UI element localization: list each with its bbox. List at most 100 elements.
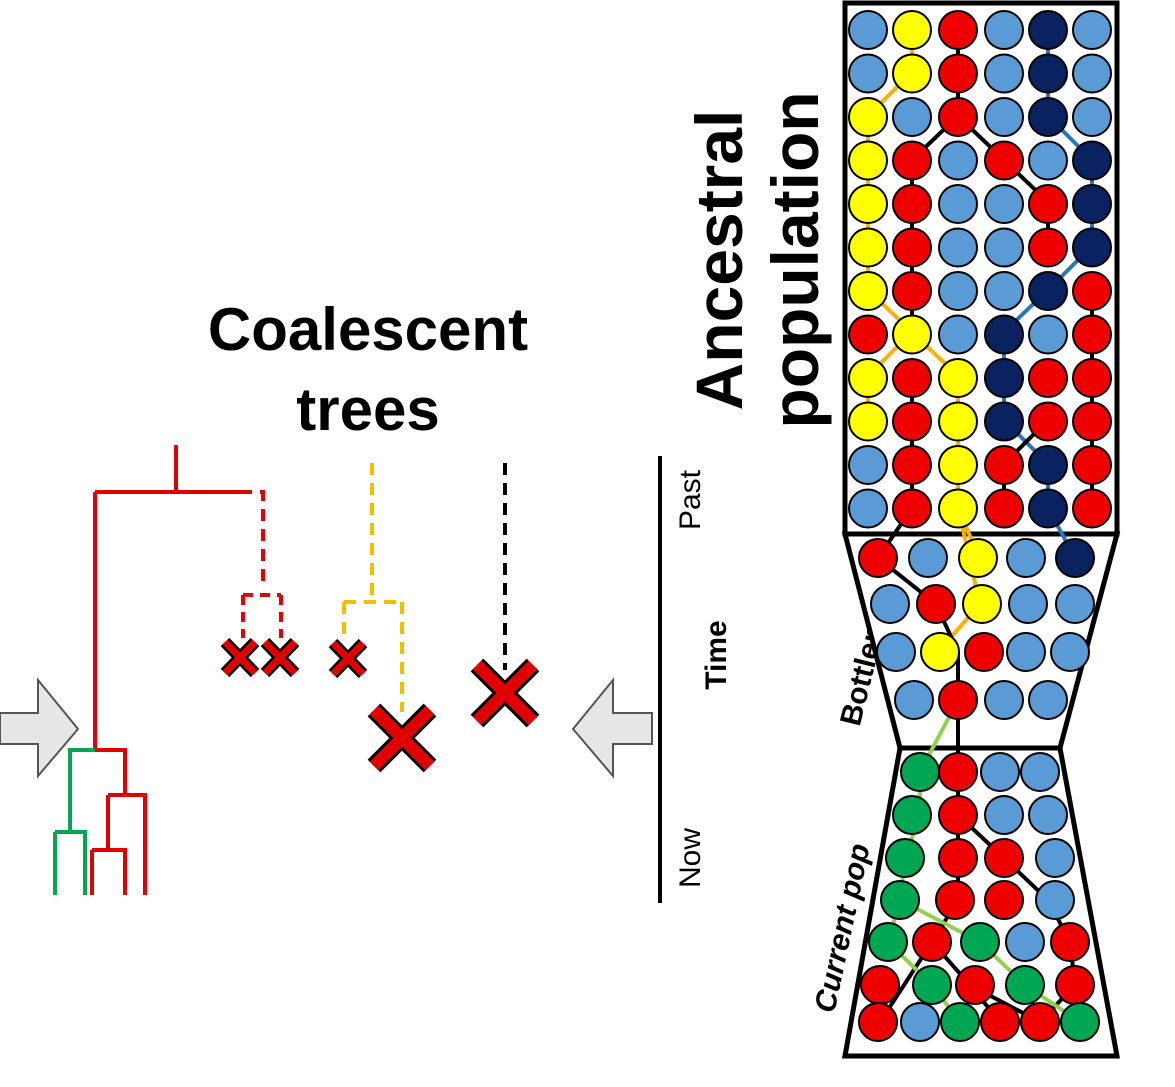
- ancestral-individual-blue-r6c4: [984, 227, 1024, 268]
- current-individual-red-r3c3: [984, 838, 1024, 878]
- current-individual-green-r6c4: [1005, 965, 1045, 1005]
- ancestral-individual-yellow-r1c2: [892, 10, 932, 50]
- extinction-cross-small-1-fill: [222, 639, 258, 676]
- ancestral-individual-red-r9c6: [1072, 358, 1112, 398]
- ancestral-individual-navy-r2c5: [1028, 53, 1068, 94]
- ancestral-individual-yellow-r6c1: [848, 227, 888, 268]
- current-individual-red-r4c3: [984, 880, 1024, 920]
- current-individual-green-r6c2: [912, 965, 952, 1005]
- bottleneck-individual-blue-r4c3: [984, 680, 1024, 720]
- bottleneck-individual-yellow-r2c3: [962, 584, 1002, 624]
- current-individual-green-r7c3: [940, 1002, 980, 1042]
- ancestral-individual-red-r5c5: [1028, 184, 1068, 224]
- bottleneck-individual-blue-r4c1: [894, 680, 934, 720]
- ancestral-individual-red-r7c2: [892, 271, 932, 311]
- ancestral-individual-blue-r7c3: [938, 271, 978, 311]
- ancestral-individual-yellow-r10c1: [848, 401, 888, 442]
- ancestral-individual-red-r9c5: [1028, 358, 1068, 398]
- ancestral-individual-navy-r8c4: [984, 314, 1024, 355]
- ancestral-individual-red-r10c6: [1072, 401, 1112, 442]
- ancestral-individual-red-r7c6: [1072, 271, 1112, 311]
- ancestral-individual-red-r12c2: [892, 488, 932, 529]
- current-individual-blue-r1c3: [980, 752, 1020, 792]
- ancestral-individual-blue-r11c1: [848, 445, 888, 485]
- ancestral-individual-blue-r1c4: [984, 10, 1024, 50]
- ancestral-individual-yellow-r10c3: [938, 401, 978, 442]
- ancestral-individual-yellow-r11c3: [938, 445, 978, 485]
- ancestral-individual-red-r6c5: [1028, 227, 1068, 268]
- bottleneck-individual-blue-r4c4: [1028, 680, 1068, 720]
- individuals: [848, 10, 1112, 1042]
- current-individual-green-r4c1: [880, 880, 920, 920]
- ancestral-individual-blue-r1c1: [848, 10, 888, 50]
- ancestral-individual-blue-r5c3: [938, 184, 978, 224]
- ancestral-individual-red-r11c2: [892, 445, 932, 485]
- ancestral-individual-red-r12c4: [984, 488, 1024, 529]
- time-axis-past: Past: [674, 469, 707, 530]
- ancestral-individual-red-r12c6: [1072, 488, 1112, 529]
- ancestral-individual-red-r5c2: [892, 184, 932, 224]
- current-individual-red-r6c5: [1055, 965, 1095, 1005]
- ancestral-individual-red-r1c3: [938, 10, 978, 50]
- bottleneck-individual-blue-r2c4: [1008, 584, 1048, 624]
- ancestral-individual-blue-r6c3: [938, 227, 978, 268]
- current-individual-blue-r2c3: [984, 795, 1024, 835]
- extinction-cross-small-3-fill: [330, 640, 366, 677]
- current-individual-red-r6c3: [955, 965, 995, 1005]
- ancestral-label-line1: Ancestral: [682, 110, 756, 411]
- ancestral-individual-red-r8c1: [848, 314, 888, 355]
- ancestral-individual-red-r3c3: [938, 97, 978, 137]
- bottleneck-individual-red-r3c3: [964, 632, 1004, 672]
- current-individual-red-r7c5: [1020, 1002, 1060, 1042]
- ancestral-individual-navy-r9c4: [984, 358, 1024, 398]
- current-individual-green-r3c1: [885, 838, 925, 878]
- ancestral-individual-yellow-r4c1: [848, 140, 888, 181]
- ancestral-individual-blue-r7c4: [984, 271, 1024, 311]
- right-arrow: [0, 677, 80, 779]
- current-individual-red-r6c1: [860, 965, 900, 1005]
- current-individual-red-r4c2: [935, 880, 975, 920]
- title-line1: Coalescent: [208, 296, 528, 363]
- bottleneck-individual-blue-r1c2: [908, 538, 948, 578]
- bottleneck-individual-blue-r2c5: [1055, 584, 1095, 624]
- ancestral-individual-red-r4c2: [892, 140, 932, 181]
- ancestral-individual-red-r10c2: [892, 401, 932, 442]
- ancestral-individual-navy-r6c6: [1072, 227, 1112, 268]
- ancestral-individual-navy-r12c5: [1028, 488, 1068, 529]
- ancestral-individual-yellow-r12c3: [938, 488, 978, 529]
- ancestral-individual-blue-r2c1: [848, 53, 888, 94]
- ancestral-individual-yellow-r8c2: [892, 314, 932, 355]
- title-line2: trees: [296, 376, 439, 443]
- ancestral-individual-red-r2c3: [938, 53, 978, 94]
- current-individual-green-r1c1: [900, 752, 940, 792]
- ancestral-individual-red-r6c2: [892, 227, 932, 268]
- current-individual-red-r7c1: [858, 1002, 898, 1042]
- ancestral-individual-blue-r4c5: [1028, 140, 1068, 181]
- ancestral-individual-navy-r4c6: [1072, 140, 1112, 181]
- bottleneck-individual-yellow-r1c3: [958, 538, 998, 578]
- ancestral-individual-yellow-r2c2: [892, 53, 932, 94]
- green-subtree: [53, 748, 95, 895]
- current-individual-red-r1c2: [938, 752, 978, 792]
- ancestral-individual-red-r10c5: [1028, 401, 1068, 442]
- bottleneck-individual-blue-r2c1: [870, 584, 910, 624]
- ancestral-individual-blue-r3c2: [892, 97, 932, 137]
- bottleneck-individual-yellow-r3c2: [920, 632, 960, 672]
- current-individual-blue-r1c4: [1020, 752, 1060, 792]
- bottleneck-individual-red-r1c1: [858, 538, 898, 578]
- extinction-crosses: [220, 637, 540, 773]
- ancestral-individual-navy-r11c5: [1028, 445, 1068, 485]
- ancestral-individual-blue-r3c6: [1072, 97, 1112, 137]
- current-individual-red-r7c4: [980, 1002, 1020, 1042]
- bottleneck-individual-red-r4c2: [938, 680, 978, 720]
- current-individual-blue-r3c4: [1035, 838, 1075, 878]
- yellow-tree: [342, 463, 404, 712]
- ancestral-individual-blue-r5c4: [984, 184, 1024, 224]
- current-individual-blue-r7c2: [900, 1002, 940, 1042]
- time-axis-label: Time: [700, 620, 733, 689]
- ancestral-individual-red-r11c6: [1072, 445, 1112, 485]
- ancestral-individual-navy-r3c5: [1028, 97, 1068, 137]
- ancestral-individual-blue-r1c6: [1072, 10, 1112, 50]
- ancestral-individual-yellow-r9c3: [938, 358, 978, 398]
